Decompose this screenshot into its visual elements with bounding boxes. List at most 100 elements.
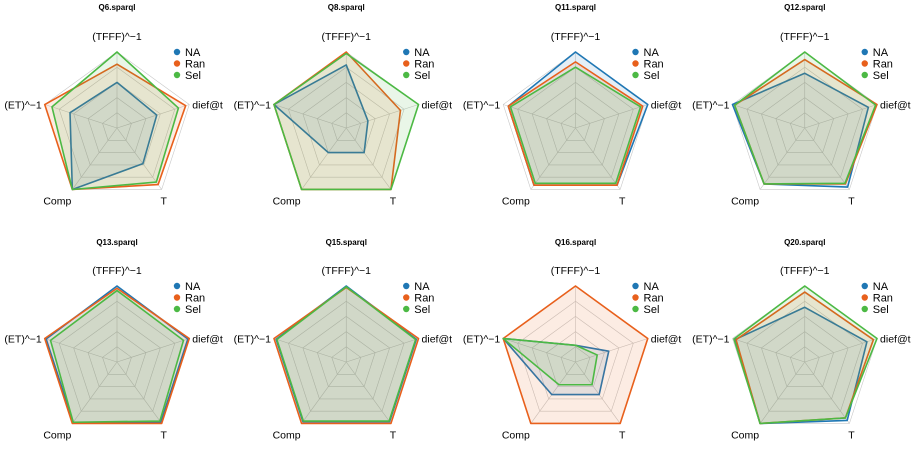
axis-label: (ET)^−1 bbox=[463, 100, 500, 112]
legend-marker-sel bbox=[173, 71, 181, 79]
radar-panel: Q6.sparql (TFFF)^−1 dief@t T Comp (ET)^−1 NARa… bbox=[4, 3, 222, 207]
grid-spoke bbox=[116, 104, 190, 129]
grid-spoke bbox=[72, 127, 118, 190]
grid-ring bbox=[87, 331, 147, 387]
axis-label: Comp bbox=[731, 195, 759, 207]
series-polygon-ran bbox=[43, 63, 187, 191]
grid-spoke bbox=[273, 338, 347, 363]
legend-label: Sel bbox=[873, 304, 889, 316]
grid-ring bbox=[517, 66, 634, 178]
axis-label: T bbox=[390, 195, 397, 207]
legend-marker-sel bbox=[861, 305, 868, 313]
axis-label: dief@t bbox=[422, 334, 453, 346]
axis-label: T bbox=[619, 195, 626, 207]
legend-marker-ran bbox=[861, 60, 868, 67]
legend-marker-sel bbox=[861, 71, 868, 79]
legend-marker-ran bbox=[173, 294, 181, 301]
grid-spoke bbox=[503, 104, 576, 129]
legend-marker-ran bbox=[632, 60, 639, 67]
axis-label: (ET)^−1 bbox=[692, 100, 729, 112]
grid-spoke bbox=[804, 338, 878, 363]
legend-marker-na bbox=[403, 282, 410, 290]
grid-spoke bbox=[575, 361, 621, 424]
legend-label: Sel bbox=[644, 304, 660, 316]
axis-label: Comp bbox=[502, 195, 530, 207]
legend-marker-na bbox=[861, 48, 868, 56]
grid-spoke bbox=[72, 361, 118, 424]
axis-label: Comp bbox=[273, 429, 301, 441]
grid-ring bbox=[58, 300, 176, 412]
axis-label: Comp bbox=[731, 429, 759, 441]
grid-spoke bbox=[301, 361, 347, 424]
grid-spoke bbox=[44, 338, 118, 363]
grid-ring bbox=[302, 82, 390, 166]
grid-spoke bbox=[503, 338, 576, 363]
legend-label: Ran bbox=[873, 293, 893, 305]
grid-spoke bbox=[301, 127, 347, 190]
radar-panel: Q16.sparql (TFFF)^−1 dief@t T Comp (ET)^−1 NAR… bbox=[463, 238, 681, 441]
series-polygon-ran bbox=[507, 61, 644, 186]
grid-spoke bbox=[804, 104, 878, 129]
grid-ring bbox=[746, 66, 863, 178]
axis-label: Comp bbox=[502, 429, 530, 441]
legend-label: NA bbox=[873, 47, 889, 59]
legend-marker-sel bbox=[632, 305, 639, 313]
axis-label: T bbox=[619, 429, 626, 441]
axis-label: (ET)^−1 bbox=[4, 334, 41, 346]
legend-label: Ran bbox=[873, 59, 893, 71]
legend-marker-ran bbox=[403, 294, 410, 301]
grid-ring bbox=[517, 300, 634, 412]
grid-spoke bbox=[346, 127, 392, 190]
grid-ring bbox=[789, 346, 820, 375]
legend-label: Sel bbox=[414, 70, 430, 82]
grid-spoke bbox=[575, 104, 648, 129]
axis-label: dief@t bbox=[880, 334, 911, 346]
grid-spoke bbox=[759, 127, 805, 190]
grid-ring bbox=[102, 112, 132, 141]
legend-label: NA bbox=[644, 47, 660, 59]
grid-spoke bbox=[530, 361, 576, 424]
legend-label: NA bbox=[185, 281, 201, 293]
axis-label: Comp bbox=[273, 195, 301, 207]
legend-label: Ran bbox=[644, 293, 664, 305]
axis-label: (TFFF)^−1 bbox=[321, 31, 371, 43]
grid-ring bbox=[789, 112, 820, 141]
series-polygon-sel bbox=[51, 51, 180, 191]
grid-ring bbox=[761, 316, 849, 400]
panel-title: Q16.sparql bbox=[555, 238, 596, 247]
legend-marker-ran bbox=[861, 294, 868, 301]
grid-ring bbox=[531, 82, 620, 166]
legend-marker-na bbox=[632, 282, 639, 290]
grid-spoke bbox=[116, 127, 162, 190]
grid-spoke bbox=[530, 127, 576, 190]
radar-panel: Q8.sparql (TFFF)^−1 dief@t T Comp (ET)^−1 NARa… bbox=[234, 3, 452, 207]
axis-label: Comp bbox=[43, 429, 71, 441]
grid-ring bbox=[73, 82, 161, 166]
grid-ring bbox=[775, 331, 835, 387]
panel-title: Q8.sparql bbox=[328, 3, 365, 12]
grid-ring bbox=[87, 97, 147, 153]
grid-spoke bbox=[273, 104, 347, 129]
panel-title: Q12.sparql bbox=[784, 3, 825, 12]
axis-label: (TFFF)^−1 bbox=[92, 265, 142, 277]
axis-label: T bbox=[160, 195, 167, 207]
grid-ring bbox=[316, 331, 376, 387]
legend-label: Ran bbox=[185, 293, 205, 305]
legend-marker-ran bbox=[403, 60, 410, 67]
legend-marker-sel bbox=[403, 71, 410, 79]
legend-label: NA bbox=[414, 281, 430, 293]
series-polygon-ran bbox=[43, 287, 191, 425]
panel-title: Q6.sparql bbox=[99, 3, 136, 12]
legend-label: Ran bbox=[644, 59, 664, 71]
grid-spoke bbox=[804, 361, 850, 424]
grid-spoke bbox=[346, 361, 392, 424]
grid-spoke bbox=[346, 338, 419, 363]
grid-spoke bbox=[44, 104, 118, 129]
legend-marker-sel bbox=[173, 305, 181, 313]
grid-spoke bbox=[346, 104, 419, 129]
legend-marker-na bbox=[861, 282, 868, 290]
legend-marker-na bbox=[173, 282, 181, 290]
grid-ring bbox=[44, 51, 190, 190]
grid-ring bbox=[331, 346, 362, 375]
